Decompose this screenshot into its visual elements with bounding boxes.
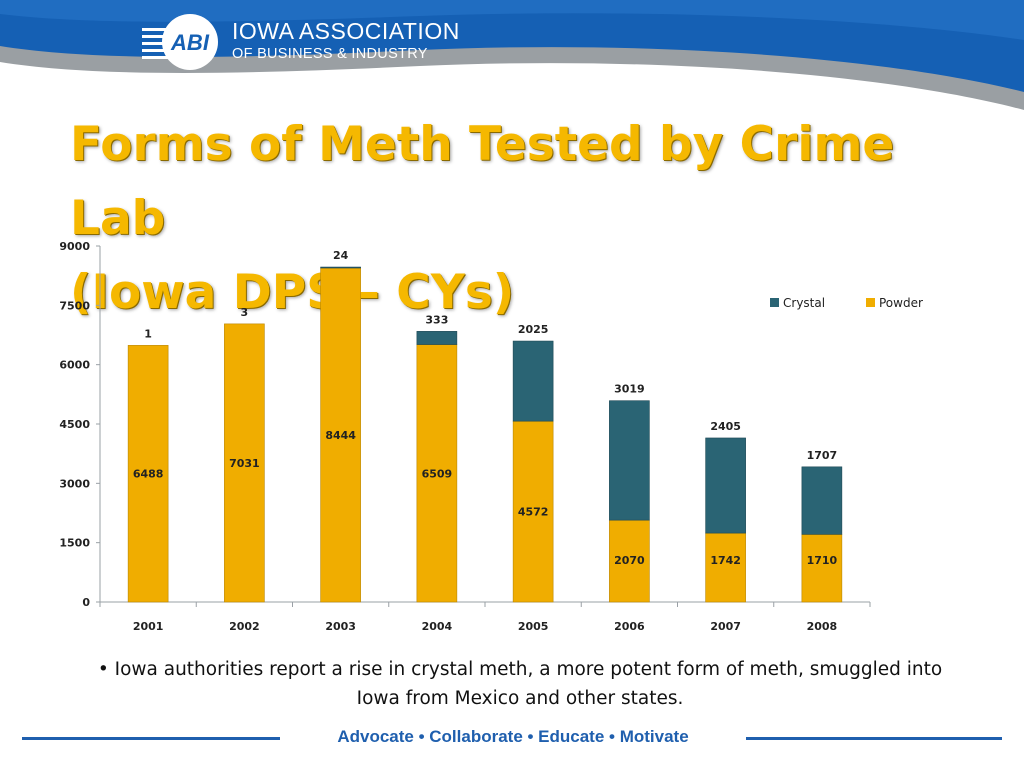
bar-powder-2005: [512, 420, 554, 603]
data-label-crystal-2007: 2405: [710, 420, 741, 433]
bar-crystal-2006: [609, 400, 650, 521]
footer-divider-left: [22, 737, 280, 740]
data-label-crystal-2008: 1707: [807, 449, 838, 462]
page-title: Forms of Meth Tested by Crime Lab (Iowa …: [70, 108, 990, 330]
legend-label-crystal: Crystal: [783, 296, 825, 310]
x-tick-label-2004: 2004: [422, 620, 453, 633]
bar-powder-2001: [127, 345, 169, 603]
data-label-powder-2007: 1742: [710, 554, 741, 567]
legend-swatch-crystal: [770, 298, 779, 307]
bar-powder-2004: [416, 344, 458, 603]
data-label-crystal-2001: 1: [144, 327, 152, 340]
org-logo: ABI IOWA ASSOCIATION OF BUSINESS & INDUS…: [140, 12, 459, 72]
data-label-powder-2002: 7031: [229, 457, 260, 470]
bar-crystal-2003: [320, 266, 361, 269]
x-tick-label-2005: 2005: [518, 620, 549, 633]
data-label-powder-2003: 8444: [325, 429, 356, 442]
bar-powder-2002: [224, 323, 265, 603]
caption-text: • Iowa authorities report a rise in crys…: [97, 659, 943, 709]
abi-logo-icon: ABI: [142, 14, 218, 70]
data-label-crystal-2005: 2025: [518, 323, 549, 336]
legend-swatch-powder: [866, 298, 875, 307]
title-line1: Forms of Meth Tested by Crime Lab: [70, 117, 895, 246]
title-line2: (Iowa DPS – CYs): [70, 265, 515, 320]
data-label-powder-2006: 2070: [614, 554, 645, 567]
footer-tagline: Advocate • Collaborate • Educate • Motiv…: [337, 727, 689, 746]
x-tick-label-2006: 2006: [614, 620, 645, 633]
y-tick-label: 9000: [59, 240, 90, 253]
data-label-powder-2001: 6488: [133, 468, 164, 481]
bar-crystal-2007: [705, 437, 746, 534]
x-tick-label-2008: 2008: [807, 620, 838, 633]
data-label-crystal-2006: 3019: [614, 383, 645, 396]
y-tick-label: 0: [82, 596, 90, 609]
y-tick-label: 7500: [59, 299, 90, 312]
y-tick-label: 1500: [59, 537, 90, 550]
data-label-powder-2004: 6509: [422, 467, 453, 480]
meth-chart: 0 1500 3000 4500 6000 7500 9000 1 6488 2001 3 7031 2…: [59, 240, 923, 633]
data-label-powder-2008: 1710: [807, 554, 838, 567]
x-tick-label-2002: 2002: [229, 620, 260, 633]
logo-abi-text: ABI: [170, 30, 210, 55]
header-banner: [0, 0, 1024, 110]
y-tick-label: 3000: [59, 477, 90, 490]
data-label-powder-2005: 4572: [518, 506, 549, 519]
bar-powder-2006: [609, 519, 650, 603]
y-tick-label: 4500: [59, 418, 90, 431]
bar-powder-2003: [320, 267, 361, 603]
footer-divider-right: [746, 737, 1002, 740]
bar-powder-2007: [705, 532, 746, 603]
org-name-line2: OF BUSINESS & INDUSTRY: [232, 46, 428, 62]
org-name-line1: IOWA ASSOCIATION: [232, 18, 460, 44]
x-tick-label-2001: 2001: [133, 620, 164, 633]
data-label-crystal-2004: 333: [425, 313, 448, 326]
data-label-crystal-2002: 3: [241, 306, 249, 319]
x-tick-label-2007: 2007: [710, 620, 741, 633]
bar-crystal-2004: [416, 331, 458, 345]
y-tick-label: 6000: [59, 359, 90, 372]
bar-crystal-2005: [512, 340, 554, 422]
bar-crystal-2008: [801, 466, 843, 535]
x-tick-label-2003: 2003: [325, 620, 356, 633]
data-label-crystal-2003: 24: [333, 249, 349, 262]
bar-powder-2008: [801, 534, 843, 603]
legend-label-powder: Powder: [879, 296, 923, 310]
